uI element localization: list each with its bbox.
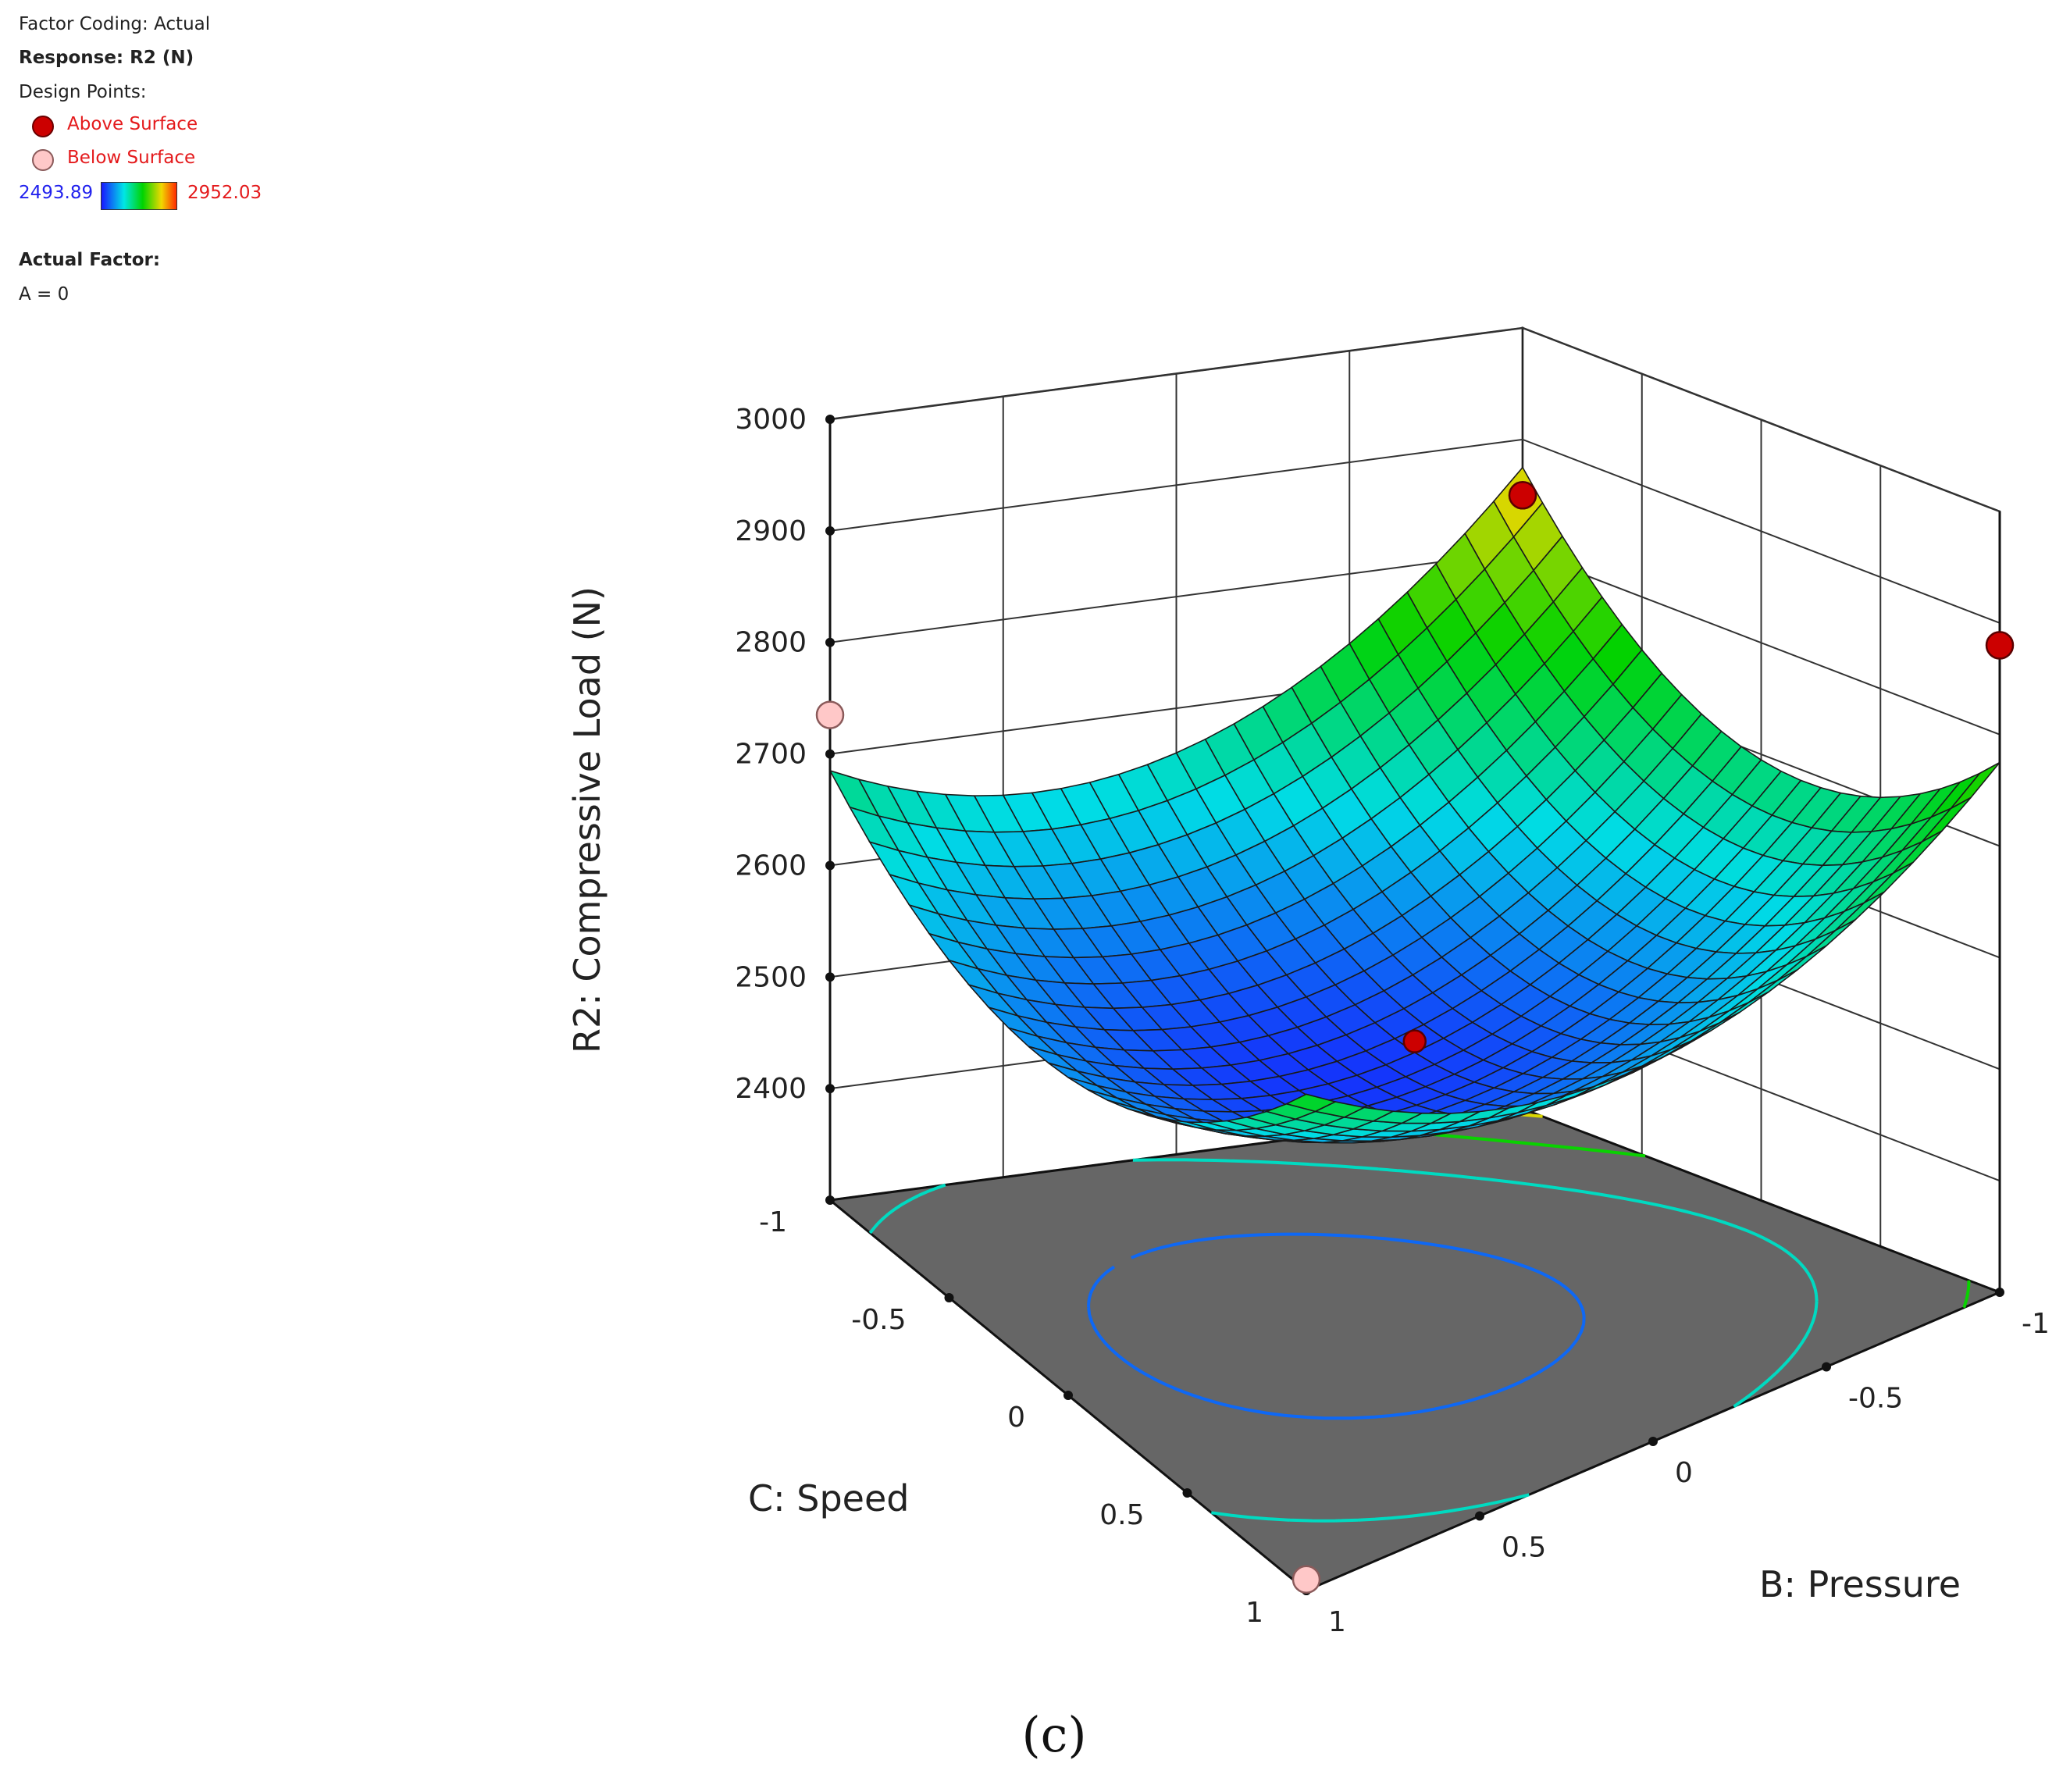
- speed-tick-label: -1: [759, 1206, 787, 1238]
- speed-tick-mark: [944, 1293, 954, 1302]
- z-tick-mark: [825, 860, 835, 871]
- wall-gridline-z: [829, 326, 2001, 512]
- contour-line: [1087, 1232, 1586, 1420]
- response-surface: [828, 466, 2001, 1144]
- speed-axis-label: C: Speed: [748, 1477, 909, 1519]
- z-tick-label: 3000: [735, 404, 807, 436]
- pressure-tick-mark: [1648, 1437, 1658, 1446]
- response-label: Response: R2 (N): [19, 48, 194, 68]
- z-tick-label: 2700: [735, 739, 807, 771]
- pressure-tick-mark: [1995, 1288, 2004, 1297]
- wall-gridline-z: [829, 438, 2001, 624]
- design-point: [1292, 1565, 1321, 1594]
- below-surface-marker-icon: [32, 149, 54, 171]
- below-surface-label: Below Surface: [67, 148, 196, 168]
- pressure-tick-label: 0.5: [1502, 1532, 1546, 1564]
- design-point: [815, 700, 845, 729]
- actual-factor-value: A = 0: [19, 284, 69, 305]
- pressure-tick-label: 0: [1675, 1457, 1693, 1489]
- z-tick-mark: [825, 972, 835, 982]
- speed-tick-label: -0.5: [851, 1304, 906, 1336]
- design-point: [1508, 481, 1537, 510]
- above-surface-label: Above Surface: [67, 114, 198, 134]
- z-tick-label: 2900: [735, 515, 807, 547]
- speed-tick-mark: [1064, 1391, 1073, 1400]
- speed-tick-mark: [1182, 1488, 1192, 1498]
- speed-tick-mark: [825, 1195, 835, 1205]
- speed-tick-label: 0.5: [1099, 1499, 1144, 1531]
- figure-caption: (c): [1021, 1706, 1087, 1763]
- contour-line: [868, 1158, 1819, 1523]
- above-surface-marker-icon: [32, 116, 54, 137]
- z-tick-mark: [825, 1084, 835, 1094]
- legend-panel: Factor Coding: Actual Response: R2 (N) D…: [19, 14, 347, 326]
- z-tick-mark: [825, 637, 835, 647]
- colorbar-max-label: 2952.03: [187, 183, 262, 203]
- pressure-tick-label: 1: [1328, 1606, 1346, 1638]
- surface-patch: [1284, 1093, 1338, 1113]
- pressure-tick-mark: [1822, 1362, 1831, 1372]
- colorbar: [101, 182, 177, 210]
- z-tick-mark: [825, 749, 835, 759]
- design-points: [815, 481, 2015, 1594]
- colorbar-min-label: 2493.89: [19, 183, 94, 203]
- z-tick-label: 2600: [735, 850, 807, 882]
- pressure-tick-mark: [1475, 1511, 1484, 1521]
- speed-tick-label: 1: [1245, 1597, 1263, 1629]
- z-tick-mark: [825, 415, 835, 424]
- pressure-axis-label: B: Pressure: [1759, 1563, 1961, 1605]
- design-point: [1402, 1029, 1427, 1053]
- z-tick-label: 2800: [735, 627, 807, 659]
- design-points-label: Design Points:: [19, 82, 147, 102]
- z-tick-label: 2500: [735, 961, 807, 993]
- z-tick-label: 2400: [735, 1073, 807, 1105]
- axis-ticks: 2400 2500 2600 2700 2800 2900 3000 -1 -0.5 0 0.5 1 -…: [735, 404, 2050, 1638]
- z-axis-label: R2: Compressive Load (N): [566, 586, 608, 1053]
- pressure-tick-label: -1: [2022, 1308, 2050, 1340]
- pressure-tick-label: -0.5: [1848, 1383, 1903, 1415]
- z-tick-mark: [825, 525, 835, 536]
- factor-coding-label: Factor Coding: Actual: [19, 14, 211, 34]
- speed-tick-label: 0: [1007, 1402, 1025, 1434]
- design-point: [1985, 631, 2015, 660]
- actual-factor-label: Actual Factor:: [19, 250, 161, 270]
